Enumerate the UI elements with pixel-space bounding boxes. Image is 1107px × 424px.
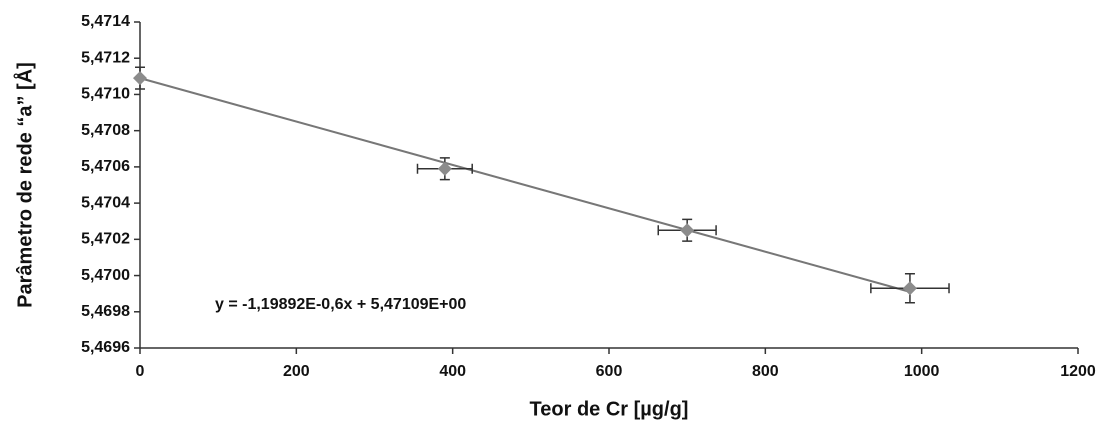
x-tick-label: 1200 xyxy=(1060,363,1096,380)
y-tick-label: 5,4714 xyxy=(81,13,130,30)
x-tick-label: 0 xyxy=(136,363,145,380)
x-tick-label: 600 xyxy=(596,363,623,380)
y-tick-label: 5,4702 xyxy=(81,231,130,248)
y-tick-label: 5,4708 xyxy=(81,122,130,139)
equation: y = -1,19892E-0,6x + 5,47109E+00 xyxy=(215,296,466,313)
x-axis-title: Teor de Cr [µg/g] xyxy=(530,398,689,420)
y-tick-label: 5,4704 xyxy=(81,194,130,211)
x-tick-label: 400 xyxy=(439,363,466,380)
y-tick-label: 5,4700 xyxy=(81,267,130,284)
x-tick-label: 200 xyxy=(283,363,310,380)
x-tick-label: 1000 xyxy=(904,363,940,380)
y-tick-label: 5,4706 xyxy=(81,158,130,175)
point xyxy=(902,281,917,296)
y-tick-label: 5,4698 xyxy=(81,303,130,320)
y-tick-label: 5,4710 xyxy=(81,86,130,103)
x-tick-label: 800 xyxy=(752,363,779,380)
point xyxy=(133,71,147,86)
trend-line xyxy=(139,77,911,293)
point xyxy=(437,161,452,176)
y-tick-label: 5,4696 xyxy=(81,339,130,356)
y-tick-label: 5,4712 xyxy=(81,49,130,66)
y-axis-title: Parâmetro de rede “a” [Å] xyxy=(12,62,36,308)
point xyxy=(680,223,695,238)
